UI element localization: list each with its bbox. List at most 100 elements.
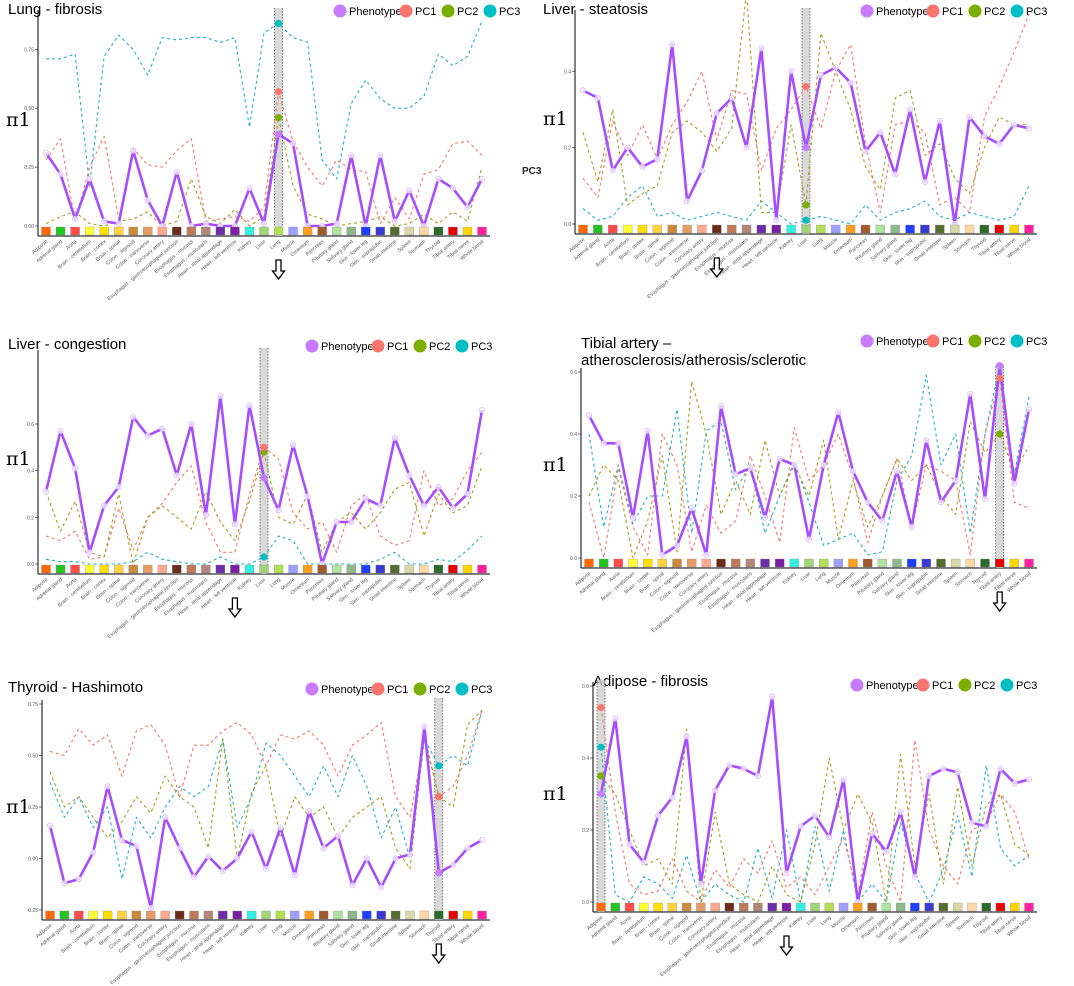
phenotype-point [159, 425, 166, 432]
highlight-point-pc2 [802, 201, 810, 209]
phenotype-point [981, 496, 988, 503]
x-tick-label: Liver [255, 239, 268, 251]
phenotype-point [101, 502, 108, 509]
chart-title: Lung - fibrosis [8, 1, 102, 18]
highlight-point-pc2 [996, 430, 1004, 438]
tissue-square-heart-atrial-appendage [767, 902, 777, 912]
tissue-square-aorta [74, 910, 84, 920]
legend-label-pc3: PC3 [1026, 6, 1047, 18]
tissue-square-esophagus-muscularis [201, 564, 211, 574]
tissue-square-lung [273, 226, 284, 236]
tissue-square-thyroid [433, 226, 444, 236]
phenotype-point [669, 41, 676, 48]
y-axis-label: π1 [6, 796, 31, 818]
tissue-square-stomach [419, 910, 430, 920]
y-tick-label: 0.25 [24, 165, 34, 171]
legend-dot-pc3 [1010, 334, 1024, 348]
tissue-square-brain-cortex [99, 226, 109, 236]
tissue-square-omentum [304, 910, 314, 920]
series-line-phenotype [44, 132, 484, 228]
phenotype-point [231, 521, 238, 528]
phenotype-point [377, 152, 384, 159]
tissue-square-small-intestine [390, 564, 400, 574]
phenotype-point [586, 412, 593, 419]
legend-label-phenotype: Phenotype [321, 684, 374, 696]
phenotype-point [435, 175, 442, 182]
highlight-band [260, 348, 268, 574]
tissue-square-tibial-artery [448, 564, 458, 574]
phenotype-point [391, 218, 398, 225]
phenotype-point [797, 823, 804, 830]
legend-label-pc1: PC1 [387, 684, 408, 696]
tissue-square-skin-lower-leg [362, 910, 372, 920]
tissue-square-skin-suprapubic [375, 564, 385, 574]
phenotype-point [776, 455, 783, 462]
y-tick-label: 0.0 [564, 222, 571, 228]
legend-label-pc2: PC2 [457, 6, 478, 18]
phenotype-point [435, 483, 442, 490]
tissue-square-colon-transverse [143, 564, 153, 574]
phenotype-point [449, 185, 456, 192]
arrow-marker [227, 597, 243, 619]
tissue-square-aorta [624, 902, 635, 912]
chart-svg: Adipose - fibrosis Phenotype PC1 PC2 PC3 π1 0.… [543, 673, 1037, 978]
highlight-point-pc1 [597, 704, 605, 712]
phenotype-point [849, 468, 856, 475]
phenotype-point [788, 68, 795, 75]
phenotype-point [219, 867, 226, 874]
tissue-square-skin-suprapubic [924, 902, 934, 912]
y-tick-label: 0.2 [570, 494, 577, 500]
tissue-square-heart-left-ventricle [775, 558, 785, 568]
legend-dot-phenotype [860, 4, 874, 18]
phenotype-point [624, 144, 631, 151]
tissue-square-adrenal-gland [55, 564, 66, 574]
phenotype-point [119, 836, 126, 843]
tissue-square-heart-atrial-appendage [756, 224, 767, 234]
phenotype-point [86, 549, 93, 556]
tissue-square-tibial-nerve [462, 564, 473, 574]
phenotype-point [349, 882, 356, 889]
chart-svg: Tibial artery –atherosclerosis/atherosis… [543, 334, 1047, 634]
phenotype-point [362, 495, 369, 502]
tissue-square-spleen [953, 902, 963, 912]
phenotype-point [75, 876, 82, 883]
chart-svg: Liver - steatosis Phenotype PC1 PC2 PC3 π1 0.0… [543, 0, 1047, 300]
phenotype-point [478, 836, 485, 843]
phenotype-point [190, 874, 197, 881]
tissue-square-heart-atrial-appendage [215, 564, 226, 574]
tissue-square-liver [801, 224, 811, 234]
phenotype-point [981, 133, 988, 140]
phenotype-point [713, 110, 720, 117]
tissue-square-esophagus-muscularis [745, 558, 755, 568]
arrow-marker [992, 591, 1008, 613]
phenotype-point [697, 880, 704, 887]
legend-label-pc2: PC2 [984, 6, 1005, 18]
tissue-square-pituitary-gland [877, 558, 887, 568]
tissue-square-omentum [853, 902, 863, 912]
phenotype-point [449, 504, 456, 511]
phenotype-point [669, 794, 676, 801]
tissue-square-tibial-artery [995, 902, 1006, 912]
phenotype-point [260, 220, 267, 227]
highlight-band [274, 8, 283, 236]
tissue-square-spleen [405, 910, 415, 920]
tissue-square-spleen [951, 558, 961, 568]
highlight-point-pc3 [274, 19, 283, 28]
legend-dot-pc3 [483, 4, 497, 18]
tissue-square-small-intestine [390, 910, 401, 920]
tissue-square-aorta [608, 224, 618, 234]
phenotype-point [72, 465, 79, 472]
phenotype-point [304, 493, 311, 500]
tissue-square-esophagus-gastroesophageal-junction [172, 564, 182, 574]
phenotype-point [673, 542, 680, 549]
phenotype-point [717, 403, 724, 410]
tissue-square-spleen [404, 564, 414, 574]
tissue-square-colon-transverse [146, 910, 156, 920]
x-tick-label: Liver [255, 577, 268, 589]
tissue-square-tibial-nerve [1009, 558, 1019, 568]
y-axis-label: π1 [543, 454, 568, 476]
tissue-square-brain-cortex [102, 910, 113, 920]
tissue-square-adipose [596, 902, 606, 912]
chart-panel-adipose-fibrosis: Adipose - fibrosis Phenotype PC1 PC2 PC3 π1 0.… [537, 668, 1067, 984]
tissue-square-brain-cerebellum [88, 910, 98, 920]
